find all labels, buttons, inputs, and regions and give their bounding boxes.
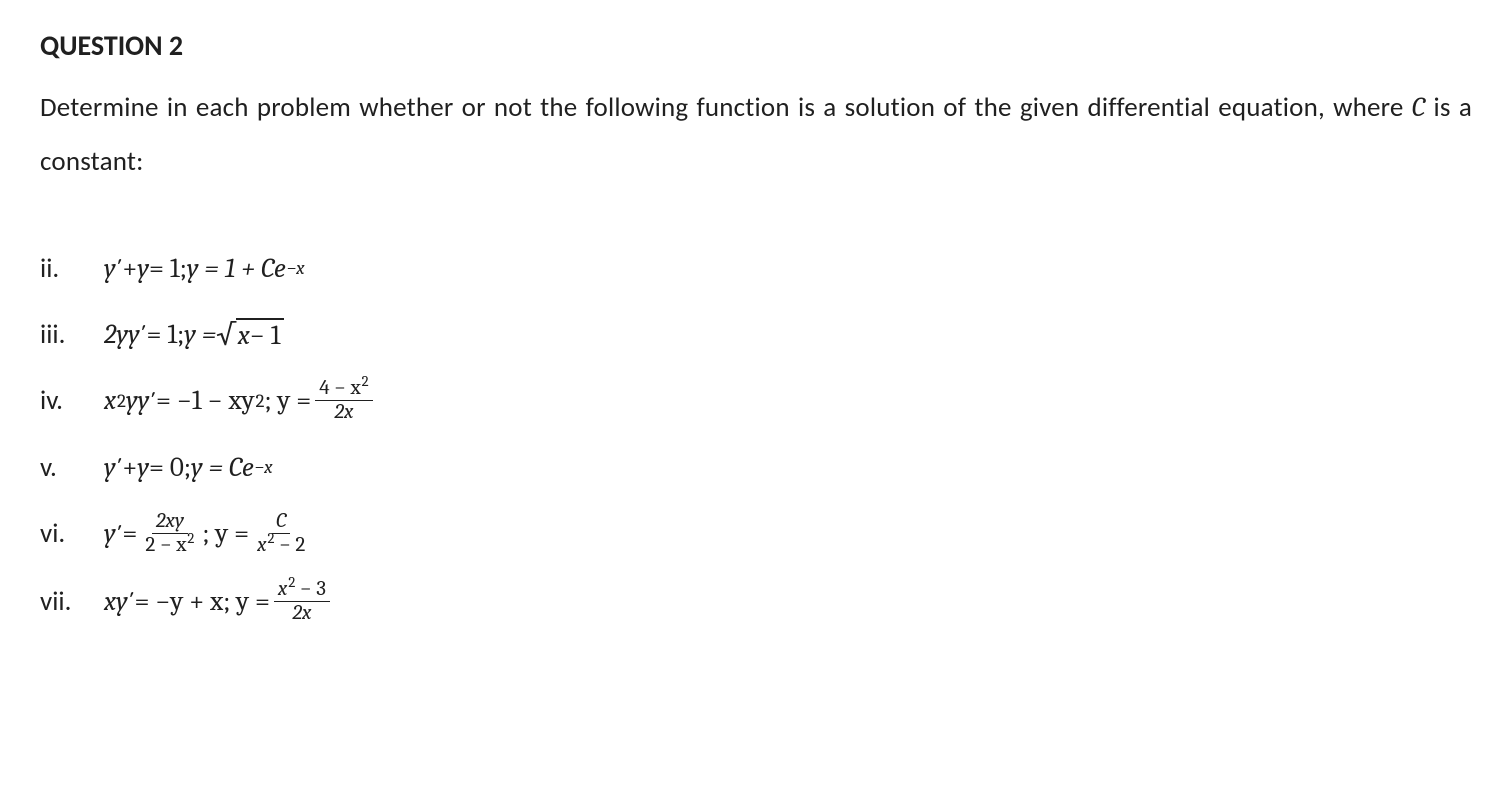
fraction: x2 − 3 2x: [274, 578, 330, 625]
x: x: [104, 385, 116, 416]
constant-C: C: [1412, 92, 1426, 123]
fraction-2: C x2 − 2: [253, 510, 309, 557]
instructions: Determine in each problem whether or not…: [40, 81, 1472, 189]
num-text: C: [276, 509, 286, 533]
radicand-tail: − 1: [250, 320, 281, 351]
problem-vi: vi. y′ = 2xy 2 − x2 ; y = C: [40, 510, 1472, 557]
problem-math: y′ + y = 1; y = 1 + Ce−x: [104, 253, 305, 284]
surd-icon: √: [216, 321, 236, 354]
denominator: x2 − 2: [253, 534, 309, 557]
problem-label: ii.: [40, 252, 104, 285]
yy: yy: [126, 385, 149, 416]
denominator: 2x: [288, 602, 315, 625]
ode-lhs: y: [104, 253, 116, 284]
ode-lhs: 2yy: [104, 319, 140, 350]
problem-math: 2yy′ = 1; y = √ x − 1: [104, 318, 284, 351]
den-text: 2x: [334, 400, 353, 424]
plus: +: [122, 253, 137, 284]
problem-v: v. y′ + y = 0; y = Ce−x: [40, 444, 1472, 490]
den-exp: 2: [187, 530, 194, 547]
equals: = 0;: [149, 452, 191, 483]
numerator: 4 − x2: [315, 377, 372, 401]
numerator: 2xy: [152, 510, 188, 534]
equals: = 1;: [149, 253, 187, 284]
fraction: 4 − x2 2x: [315, 377, 372, 424]
equals: = −1 − xy: [156, 385, 255, 416]
num-b: − 3: [295, 577, 326, 601]
problem-label: vii.: [40, 585, 104, 618]
radicand-x: x: [238, 320, 250, 351]
num-a: 4 − x: [319, 376, 360, 400]
ode-lhs: y: [104, 518, 116, 549]
solution-pre: y =: [184, 319, 216, 350]
numerator: C: [272, 510, 290, 534]
problem-label: vi.: [40, 517, 104, 550]
problem-vii: vii. xy′ = −y + x; y = x2 − 3 2x: [40, 578, 1472, 625]
num-text: 2xy: [156, 509, 184, 533]
fraction-1: 2xy 2 − x2: [141, 510, 198, 557]
equals: = −y + x; y =: [134, 586, 269, 617]
problem-label: v.: [40, 451, 104, 484]
y-term: y: [137, 452, 149, 483]
ode-lhs: y: [104, 452, 116, 483]
problem-math: y′ = 2xy 2 − x2 ; y = C x2: [104, 510, 313, 557]
problem-math: x2 yy′ = −1 − xy2 ; y = 4 − x2 2x: [104, 377, 377, 424]
equals: =: [122, 518, 137, 549]
num-exp: 2: [362, 373, 369, 390]
y-term: y: [137, 253, 149, 284]
question-heading: QUESTION 2: [40, 28, 1472, 63]
den-a: x: [257, 533, 266, 557]
denominator: 2x: [330, 401, 357, 424]
solution-pre: y = 1 + Ce: [187, 253, 286, 284]
radicand: x − 1: [236, 318, 285, 351]
solution-pre: y = Ce: [191, 452, 254, 483]
denominator: 2 − x2: [141, 534, 198, 557]
numerator: x2 − 3: [274, 578, 330, 602]
num-a: x: [278, 577, 287, 601]
problem-iv: iv. x2 yy′ = −1 − xy2 ; y = 4 − x2 2x: [40, 377, 1472, 424]
sqrt: √ x − 1: [216, 318, 284, 351]
solution-pre: ; y =: [264, 385, 311, 416]
page: QUESTION 2 Determine in each problem whe…: [0, 0, 1512, 653]
instructions-prefix: Determine in each problem whether or not…: [40, 91, 1412, 124]
problem-math: y′ + y = 0; y = Ce−x: [104, 452, 273, 483]
den-a: 2 − x: [145, 533, 186, 557]
den-text: 2x: [292, 601, 311, 625]
problem-label: iv.: [40, 384, 104, 417]
plus: +: [122, 452, 137, 483]
problem-label: iii.: [40, 318, 104, 351]
separator: ; y =: [202, 518, 249, 549]
ode-lhs: xy: [104, 586, 128, 617]
den-b: − 2: [274, 533, 305, 557]
problem-list: ii. y′ + y = 1; y = 1 + Ce−x iii. 2yy′ =…: [40, 245, 1472, 625]
problem-ii: ii. y′ + y = 1; y = 1 + Ce−x: [40, 245, 1472, 291]
equals: = 1;: [146, 319, 184, 350]
problem-math: xy′ = −y + x; y = x2 − 3 2x: [104, 578, 334, 625]
problem-iii: iii. 2yy′ = 1; y = √ x − 1: [40, 311, 1472, 357]
